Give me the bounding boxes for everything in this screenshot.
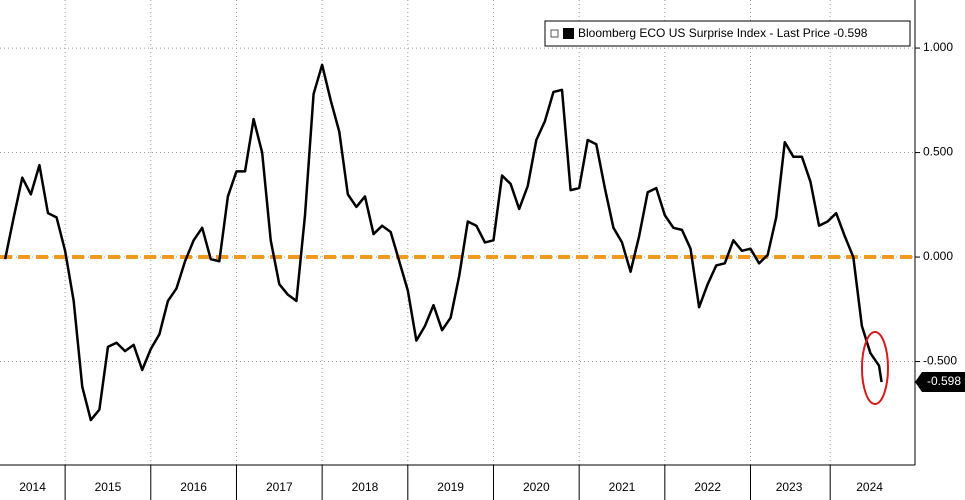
x-tick-label: 2022 <box>694 480 721 494</box>
x-tick-label: 2024 <box>856 480 883 494</box>
legend-toggle <box>550 29 559 38</box>
series-line <box>3 63 883 422</box>
y-tick-label: 0.000 <box>923 249 953 263</box>
legend: Bloomberg ECO US Surprise Index - Last P… <box>544 20 911 47</box>
y-tick-label: -0.500 <box>923 354 957 368</box>
y-tick-label: 1.000 <box>923 40 953 54</box>
plot <box>0 63 915 422</box>
x-tick-label: 2018 <box>352 480 379 494</box>
x-tick-label: 2014 <box>19 480 46 494</box>
x-tick-label: 2021 <box>609 480 636 494</box>
x-tick-label: 2015 <box>95 480 122 494</box>
last-price-box <box>915 372 965 392</box>
y-tick-label: 0.500 <box>923 145 953 159</box>
highlight-ellipse <box>861 331 889 405</box>
legend-label: Bloomberg ECO US Surprise Index - Last P… <box>578 26 868 40</box>
x-tick-label: 2023 <box>776 480 803 494</box>
last-price-label: -0.598 <box>927 374 961 388</box>
x-tick-label: 2016 <box>180 480 207 494</box>
legend-swatch <box>563 28 574 39</box>
x-tick-label: 2017 <box>266 480 293 494</box>
x-tick-label: 2019 <box>437 480 464 494</box>
legend-box <box>544 20 911 47</box>
x-tick-label: 2020 <box>523 480 550 494</box>
last-price-tag: -0.598 <box>915 372 965 392</box>
